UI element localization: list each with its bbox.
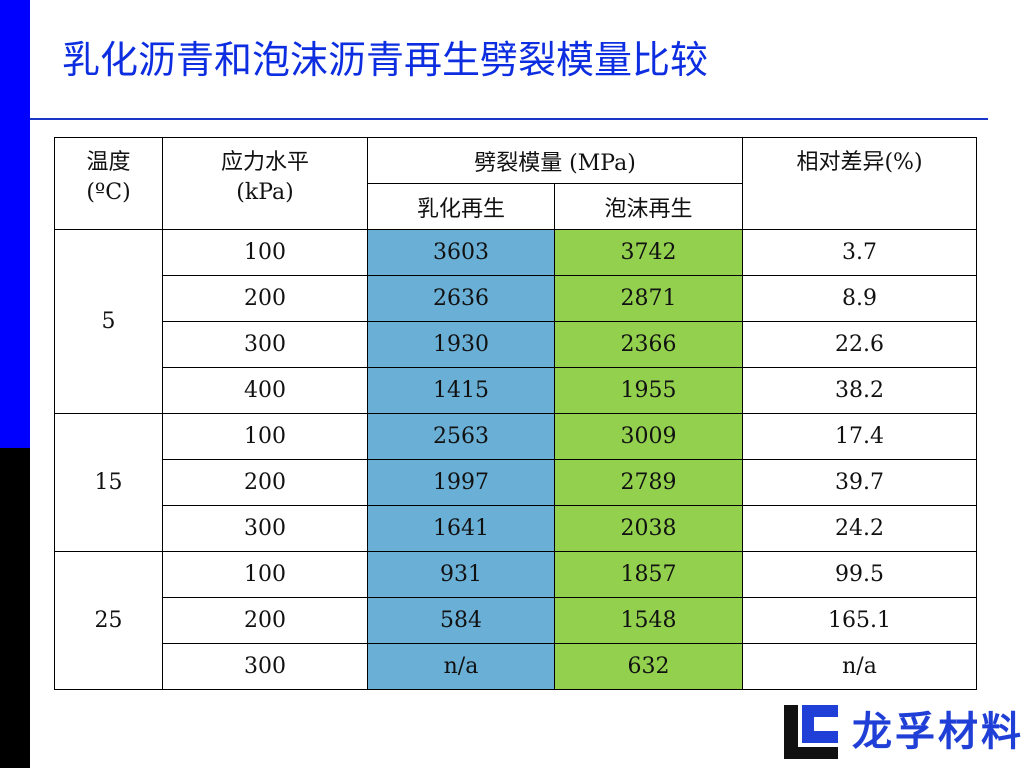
emulsion-modulus-cell: 2563 — [367, 413, 555, 460]
relative-difference-cell: 8.9 — [742, 275, 977, 322]
relative-difference-cell: 22.6 — [742, 321, 977, 368]
foam-modulus-cell: 632 — [554, 643, 743, 690]
table-row: 300 1930 2366 22.6 — [55, 321, 977, 368]
relative-difference-cell: 17.4 — [742, 413, 977, 460]
stress-cell: 400 — [162, 367, 368, 414]
stress-cell: 200 — [162, 275, 368, 322]
emulsion-modulus-cell: 1641 — [367, 505, 555, 552]
header-row-2: 乳化再生 泡沫再生 — [55, 183, 977, 230]
stress-cell: 100 — [162, 551, 368, 598]
stress-cell: 300 — [162, 643, 368, 690]
temperature-cell: 25 — [54, 551, 163, 690]
header-stress: 应力水平 (kPa) — [162, 137, 368, 230]
header-difference: 相对差异(%) — [742, 137, 977, 230]
emulsion-modulus-cell: 1997 — [367, 459, 555, 506]
modulus-comparison-table: 温度 (ºC) 应力水平 (kPa) 劈裂模量 (MPa) 相对差异(%) 乳化… — [54, 137, 977, 690]
stress-cell: 300 — [162, 321, 368, 368]
foam-modulus-cell: 2038 — [554, 505, 743, 552]
relative-difference-cell: n/a — [742, 643, 977, 690]
relative-difference-cell: 39.7 — [742, 459, 977, 506]
relative-difference-cell: 3.7 — [742, 229, 977, 276]
stress-cell: 200 — [162, 597, 368, 644]
company-logo-text: 龙孚材料 — [852, 709, 1024, 755]
temperature-cell: 15 — [54, 413, 163, 552]
table-row: 400 1415 1955 38.2 — [55, 367, 977, 414]
relative-difference-cell: 99.5 — [742, 551, 977, 598]
foam-modulus-cell: 2871 — [554, 275, 743, 322]
table-row: 15 100 2563 3009 17.4 — [54, 413, 977, 552]
emulsion-modulus-cell: 3603 — [367, 229, 555, 276]
header-foam: 泡沫再生 — [554, 183, 743, 230]
emulsion-modulus-cell: n/a — [367, 643, 555, 690]
header-modulus: 劈裂模量 (MPa) — [367, 137, 743, 184]
foam-modulus-cell: 2789 — [554, 459, 743, 506]
relative-difference-cell: 165.1 — [742, 597, 977, 644]
foam-modulus-cell: 1857 — [554, 551, 743, 598]
emulsion-modulus-cell: 2636 — [367, 275, 555, 322]
stress-cell: 100 — [162, 413, 368, 460]
stress-cell: 200 — [162, 459, 368, 506]
emulsion-modulus-cell: 1415 — [367, 367, 555, 414]
left-accent-bar-black — [0, 448, 30, 768]
stress-cell: 100 — [162, 229, 368, 276]
table-row: 200 584 1548 165.1 — [55, 597, 977, 644]
header-temperature: 温度 (ºC) — [54, 137, 163, 230]
header-emulsion: 乳化再生 — [367, 183, 555, 230]
relative-difference-cell: 38.2 — [742, 367, 977, 414]
header-row-1: 温度 (ºC) 应力水平 (kPa) 劈裂模量 (MPa) 相对差异(%) — [54, 137, 977, 230]
emulsion-modulus-cell: 931 — [367, 551, 555, 598]
emulsion-modulus-cell: 1930 — [367, 321, 555, 368]
left-accent-bar-blue — [0, 0, 30, 448]
temperature-cell: 5 — [54, 229, 163, 414]
foam-modulus-cell: 2366 — [554, 321, 743, 368]
foam-modulus-cell: 1955 — [554, 367, 743, 414]
table-row: 5 100 3603 3742 3.7 — [54, 229, 977, 414]
stress-cell: 300 — [162, 505, 368, 552]
foam-modulus-cell: 3742 — [554, 229, 743, 276]
foam-modulus-cell: 3009 — [554, 413, 743, 460]
slide-title: 乳化沥青和泡沫沥青再生劈裂模量比较 — [62, 38, 709, 82]
title-divider — [30, 118, 988, 120]
table-row: 300 1641 2038 24.2 — [55, 505, 977, 552]
company-logo-mark-icon — [782, 701, 842, 763]
relative-difference-cell: 24.2 — [742, 505, 977, 552]
emulsion-modulus-cell: 584 — [367, 597, 555, 644]
company-logo: 龙孚材料 — [780, 698, 1022, 766]
table-row: 200 1997 2789 39.7 — [55, 459, 977, 506]
table-row: 200 2636 2871 8.9 — [55, 275, 977, 322]
table-row: 25 100 931 1857 99.5 — [54, 551, 977, 690]
table-row: 300 n/a 632 n/a — [55, 643, 977, 690]
foam-modulus-cell: 1548 — [554, 597, 743, 644]
